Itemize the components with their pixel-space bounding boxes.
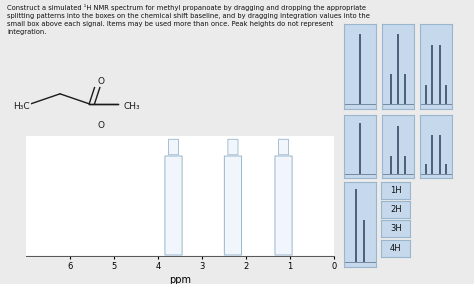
- X-axis label: ppm: ppm: [169, 275, 191, 284]
- FancyBboxPatch shape: [228, 139, 238, 155]
- Text: O: O: [98, 77, 105, 86]
- Text: Construct a simulated ¹H NMR spectrum for methyl propanoate by dragging and drop: Construct a simulated ¹H NMR spectrum fo…: [7, 4, 370, 35]
- FancyBboxPatch shape: [168, 139, 179, 155]
- FancyBboxPatch shape: [165, 156, 182, 255]
- Text: 2H: 2H: [390, 205, 401, 214]
- Text: O: O: [98, 121, 105, 130]
- FancyBboxPatch shape: [279, 139, 289, 155]
- Text: CH₃: CH₃: [124, 102, 140, 111]
- Text: 1H: 1H: [390, 186, 401, 195]
- Text: 3H: 3H: [390, 224, 401, 233]
- Text: H₃C: H₃C: [13, 102, 29, 111]
- FancyBboxPatch shape: [224, 156, 242, 255]
- FancyBboxPatch shape: [275, 156, 292, 255]
- Text: 4H: 4H: [390, 244, 401, 253]
